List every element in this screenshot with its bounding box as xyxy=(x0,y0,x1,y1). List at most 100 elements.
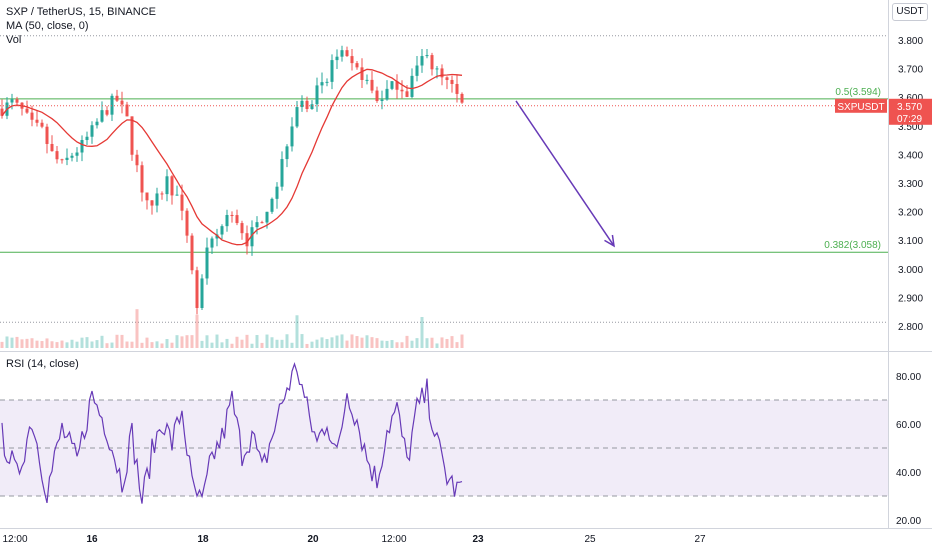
volume-bar xyxy=(330,337,334,348)
symbol-tag-label: SXPUSDT xyxy=(837,102,884,113)
rsi-tick-label: 20.00 xyxy=(896,516,921,527)
candle-body xyxy=(445,77,449,80)
volume-bar xyxy=(405,335,409,348)
volume-bar xyxy=(25,338,29,348)
candle-body xyxy=(345,50,349,57)
volume-group xyxy=(0,309,464,348)
candle-body xyxy=(305,100,309,109)
candle-body xyxy=(350,56,354,64)
candle-body xyxy=(265,211,269,223)
volume-bar xyxy=(240,339,244,348)
price-tick-label: 2.800 xyxy=(898,322,923,333)
volume-bar xyxy=(30,338,34,348)
candle-body xyxy=(260,222,264,224)
fib-level-label: 0.382(3.058) xyxy=(824,240,881,251)
price-tick-label: 2.900 xyxy=(898,293,923,304)
volume-bar xyxy=(390,340,394,348)
time-tick-label: 25 xyxy=(584,534,596,545)
candle-body xyxy=(330,60,334,82)
volume-bar xyxy=(280,339,284,348)
candle-body xyxy=(455,84,459,94)
candle-body xyxy=(0,108,4,116)
candle-body xyxy=(215,234,219,239)
candle-body xyxy=(370,79,374,91)
volume-bar xyxy=(335,335,339,348)
candle-body xyxy=(415,65,419,76)
price-tick-label: 3.300 xyxy=(898,179,923,190)
candle-body xyxy=(180,194,184,211)
volume-bar xyxy=(70,339,74,348)
volume-bar xyxy=(245,334,249,348)
candle-body xyxy=(420,56,424,66)
volume-bar xyxy=(80,337,84,348)
time-tick-label: 23 xyxy=(472,534,484,545)
volume-bar xyxy=(290,342,294,348)
currency-button[interactable]: USDT xyxy=(892,3,928,21)
volume-bar xyxy=(265,334,269,348)
bar-countdown-label: 07:29 xyxy=(897,114,922,125)
price-tick-label: 3.000 xyxy=(898,265,923,276)
volume-bar xyxy=(235,336,239,348)
candle-body xyxy=(220,226,224,235)
volume-bar xyxy=(305,343,309,348)
rsi-line xyxy=(1,362,463,504)
candle-body xyxy=(400,89,404,92)
candle-body xyxy=(85,136,89,141)
rsi-tick-label: 80.00 xyxy=(896,372,921,383)
time-tick-label: 27 xyxy=(694,534,706,545)
time-tick-label: 20 xyxy=(307,534,319,545)
candle-body xyxy=(390,81,394,89)
candle-body xyxy=(165,176,169,195)
candle-body xyxy=(325,81,329,83)
forecast-arrow-line xyxy=(515,100,615,247)
volume-bar xyxy=(420,316,424,348)
candle-body xyxy=(50,143,54,152)
candle-body xyxy=(200,278,204,308)
volume-bar xyxy=(275,339,279,348)
candle-body xyxy=(365,79,369,81)
volume-bar xyxy=(65,342,69,348)
volume-bar xyxy=(60,340,64,348)
time-tick-label: 16 xyxy=(86,534,98,545)
candle-body xyxy=(145,192,149,201)
volume-bar xyxy=(140,342,144,348)
volume-bar xyxy=(210,342,214,348)
candle-body xyxy=(60,159,64,161)
candle-body xyxy=(70,155,74,158)
volume-bar xyxy=(285,334,289,348)
price-tick-label: 3.700 xyxy=(898,65,923,76)
candle-body xyxy=(285,146,289,160)
candles-group xyxy=(0,45,464,315)
volume-bar xyxy=(120,334,124,348)
volume-bar xyxy=(435,343,439,348)
volume-bar xyxy=(260,342,264,348)
volume-bar xyxy=(15,336,19,348)
volume-bar xyxy=(220,342,224,348)
candle-body xyxy=(105,110,109,115)
volume-bar xyxy=(340,334,344,348)
volume-bar xyxy=(75,341,79,348)
candle-body xyxy=(10,99,14,103)
candle-body xyxy=(410,75,414,97)
candle-body xyxy=(195,270,199,308)
candle-body xyxy=(75,152,79,156)
volume-bar xyxy=(375,338,379,348)
volume-bar xyxy=(200,340,204,348)
candle-body xyxy=(300,100,304,108)
volume-bar xyxy=(0,341,4,348)
volume-bar xyxy=(400,342,404,348)
volume-bar xyxy=(295,315,299,348)
price-tick-label: 3.600 xyxy=(898,93,923,104)
candle-body xyxy=(425,55,429,57)
volume-bar xyxy=(5,336,9,348)
price-tick-label: 3.100 xyxy=(898,236,923,247)
symbol-tag-bg xyxy=(835,98,887,113)
volume-bar xyxy=(315,339,319,348)
volume-bar xyxy=(135,309,139,348)
volume-bar xyxy=(450,336,454,348)
candle-body xyxy=(15,99,19,103)
volume-bar xyxy=(440,337,444,348)
volume-bar xyxy=(180,336,184,348)
